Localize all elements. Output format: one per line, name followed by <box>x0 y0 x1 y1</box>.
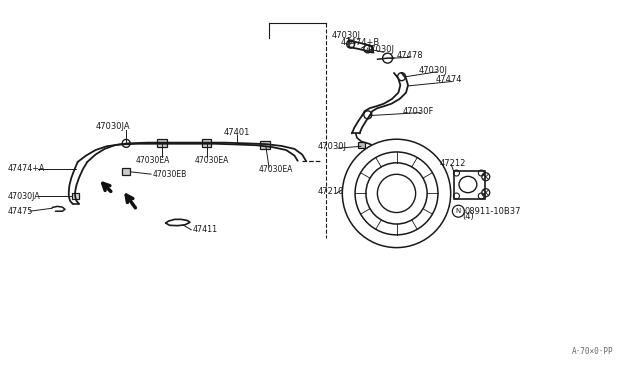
Bar <box>454 171 484 199</box>
Text: 47030J: 47030J <box>366 45 395 54</box>
Text: 47212: 47212 <box>440 158 467 167</box>
Text: 47030EB: 47030EB <box>153 170 187 179</box>
Text: 47210: 47210 <box>318 187 344 196</box>
Text: N: N <box>456 208 461 214</box>
Text: 47030JA: 47030JA <box>8 192 40 201</box>
Text: 47411: 47411 <box>193 225 218 234</box>
Text: 47030J: 47030J <box>318 142 347 151</box>
Bar <box>260 141 270 149</box>
Bar <box>157 139 167 147</box>
Text: 47474: 47474 <box>436 75 463 84</box>
Text: A·70×0·PP: A·70×0·PP <box>572 347 613 356</box>
Bar <box>72 193 79 199</box>
Text: 47474+A: 47474+A <box>8 164 45 173</box>
Text: 47030EA: 47030EA <box>258 165 292 174</box>
Bar <box>358 142 365 148</box>
Text: 47030JA: 47030JA <box>95 122 130 131</box>
Text: 47478: 47478 <box>397 51 423 60</box>
Bar <box>122 168 130 175</box>
Text: 08911-10B37: 08911-10B37 <box>464 207 520 216</box>
Text: 47475: 47475 <box>8 207 33 216</box>
Text: 47030EA: 47030EA <box>195 155 228 164</box>
Text: 47030EA: 47030EA <box>136 155 170 164</box>
Text: 47030J: 47030J <box>332 31 360 40</box>
Text: 47030F: 47030F <box>403 107 435 116</box>
Text: 47474+B: 47474+B <box>341 38 380 47</box>
Text: (4): (4) <box>462 212 474 221</box>
Text: 47401: 47401 <box>224 128 250 137</box>
Text: 47030J: 47030J <box>418 66 447 75</box>
Bar <box>202 139 211 147</box>
